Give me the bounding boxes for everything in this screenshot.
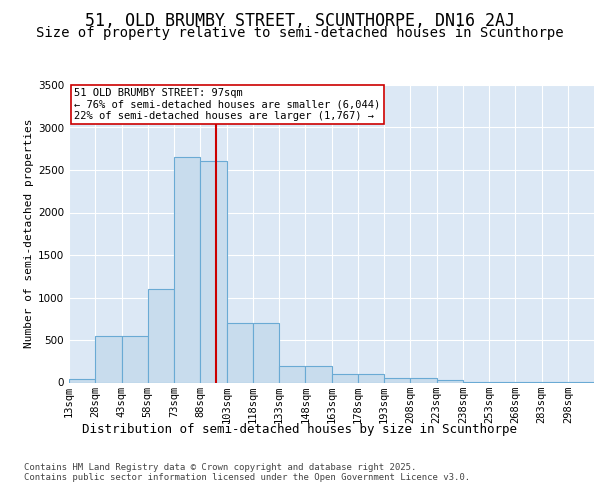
Bar bbox=[253, 323, 279, 382]
Y-axis label: Number of semi-detached properties: Number of semi-detached properties bbox=[24, 119, 34, 348]
Bar bbox=[384, 378, 410, 382]
Bar bbox=[279, 366, 305, 382]
Text: Contains HM Land Registry data © Crown copyright and database right 2025.
Contai: Contains HM Land Registry data © Crown c… bbox=[24, 462, 470, 482]
Bar bbox=[358, 374, 384, 382]
Bar bbox=[227, 323, 253, 382]
Bar bbox=[122, 336, 148, 382]
Bar bbox=[332, 374, 358, 382]
Bar bbox=[437, 380, 463, 382]
Bar bbox=[95, 336, 121, 382]
Bar bbox=[305, 366, 332, 382]
Text: 51 OLD BRUMBY STREET: 97sqm
← 76% of semi-detached houses are smaller (6,044)
22: 51 OLD BRUMBY STREET: 97sqm ← 76% of sem… bbox=[74, 88, 380, 121]
Bar bbox=[69, 379, 95, 382]
Text: Size of property relative to semi-detached houses in Scunthorpe: Size of property relative to semi-detach… bbox=[36, 26, 564, 40]
Bar bbox=[410, 378, 437, 382]
Bar bbox=[200, 162, 227, 382]
Bar bbox=[174, 157, 200, 382]
Bar bbox=[148, 289, 174, 382]
Text: Distribution of semi-detached houses by size in Scunthorpe: Distribution of semi-detached houses by … bbox=[83, 422, 517, 436]
Text: 51, OLD BRUMBY STREET, SCUNTHORPE, DN16 2AJ: 51, OLD BRUMBY STREET, SCUNTHORPE, DN16 … bbox=[85, 12, 515, 30]
